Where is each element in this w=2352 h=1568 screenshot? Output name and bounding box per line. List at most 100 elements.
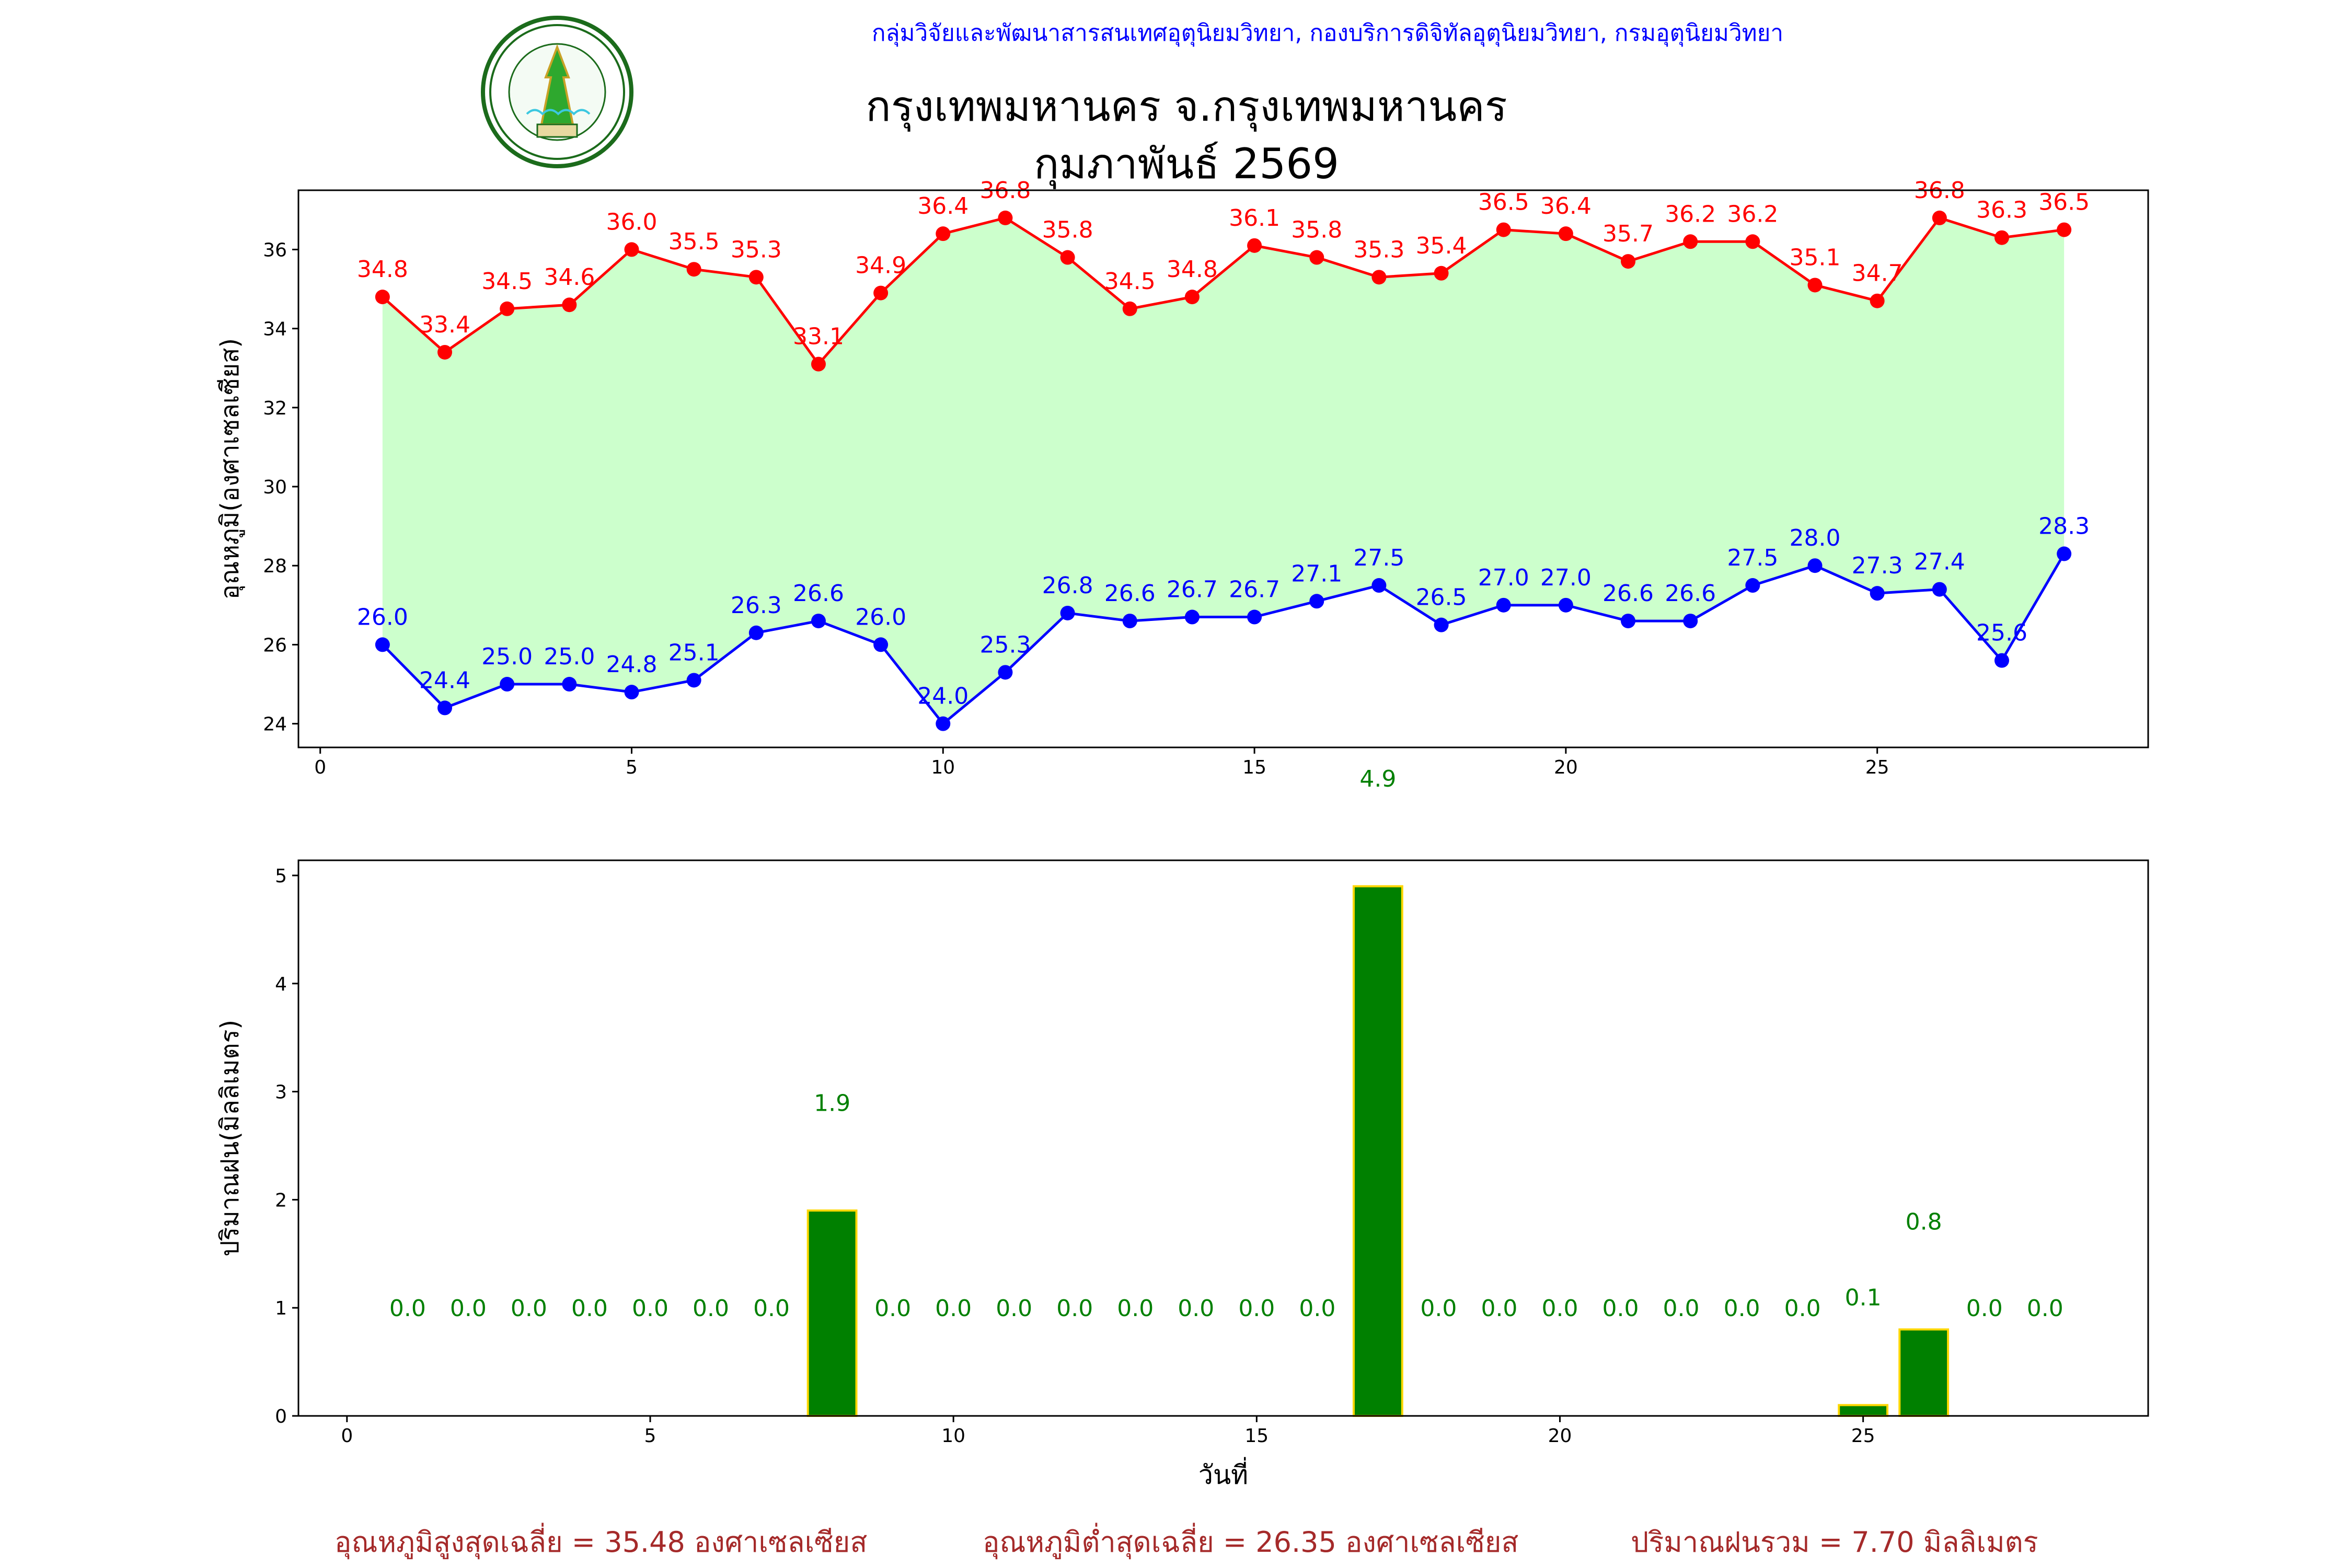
- rain-data-label: 0.1: [1845, 1285, 1882, 1311]
- min-temp-point: [1621, 614, 1636, 629]
- min-temp-point: [936, 716, 951, 731]
- rain-data-label: 0.0: [1966, 1295, 2003, 1322]
- min-temp-data-label: 24.0: [917, 683, 969, 710]
- max-temp-point: [1745, 234, 1760, 249]
- max-temp-data-label: 36.5: [2038, 189, 2090, 216]
- min-temp-data-label: 26.6: [1104, 580, 1156, 607]
- x-tick-label: 25: [1851, 1425, 1875, 1447]
- max-temp-data-label: 35.8: [1291, 217, 1342, 244]
- max-temp-point: [748, 270, 764, 285]
- y-tick-label: 3: [275, 1082, 287, 1103]
- min-temp-data-label: 26.0: [357, 604, 408, 630]
- min-temp-point: [1994, 653, 2009, 668]
- min-temp-point: [1060, 605, 1075, 620]
- y-tick-label: 24: [263, 714, 287, 735]
- rain-data-label: 0.0: [511, 1295, 547, 1322]
- max-temp-point: [624, 242, 639, 257]
- min-temp-data-label: 27.5: [1353, 545, 1404, 571]
- max-temp-point: [1371, 270, 1387, 285]
- max-temp-point: [375, 290, 390, 305]
- max-temp-data-label: 35.8: [1042, 217, 1093, 244]
- rain-data-label: 0.0: [935, 1295, 972, 1322]
- y-tick-label: 4: [275, 974, 287, 995]
- x-tick-label: 0: [314, 757, 326, 778]
- rain-data-label: 0.0: [874, 1295, 911, 1322]
- min-temp-point: [1247, 609, 1262, 625]
- min-temp-point: [624, 685, 639, 700]
- rain-data-label: 0.0: [996, 1295, 1032, 1322]
- min-temp-data-label: 28.3: [2038, 513, 2090, 540]
- rain-data-label: 0.0: [693, 1295, 729, 1322]
- rain-data-label: 0.0: [450, 1295, 487, 1322]
- max-temp-point: [1309, 250, 1324, 265]
- max-temp-data-label: 34.6: [544, 264, 595, 291]
- max-temp-data-label: 34.9: [855, 252, 906, 279]
- rain-data-label: 0.0: [632, 1295, 668, 1322]
- max-temp-point: [1807, 278, 1823, 293]
- max-temp-data-label: 34.5: [481, 268, 533, 295]
- min-temp-point: [748, 625, 764, 640]
- axes-frame: [297, 859, 2149, 1417]
- min-temp-data-label: 26.7: [1229, 577, 1280, 603]
- min-temp-data-label: 27.4: [1914, 549, 1965, 575]
- min-temp-data-label: 25.0: [481, 643, 533, 670]
- rain-bar: [806, 1209, 858, 1417]
- rain-data-label: 0.0: [1238, 1295, 1275, 1322]
- y-tick-label: 28: [263, 556, 287, 577]
- max-temp-data-label: 35.1: [1790, 244, 1841, 271]
- min-temp-point: [500, 677, 515, 692]
- min-temp-point: [1745, 578, 1760, 593]
- max-temp-data-label: 35.4: [1416, 233, 1467, 259]
- max-temp-point: [686, 262, 701, 277]
- min-temp-point: [1807, 558, 1823, 573]
- min-temp-line: [382, 553, 2066, 726]
- max-temp-data-label: 36.3: [1976, 197, 2027, 224]
- max-temp-point: [873, 285, 889, 301]
- max-temp-point: [1060, 250, 1075, 265]
- y-tick-label: 1: [275, 1298, 287, 1319]
- max-temp-data-label: 36.4: [1540, 193, 1592, 220]
- min-temp-point: [1932, 582, 1947, 597]
- min-temp-point: [1870, 586, 1885, 601]
- rain-data-label: 0.0: [1663, 1295, 1700, 1322]
- min-temp-data-label: 25.6: [1976, 620, 2027, 647]
- y-tick-label: 30: [263, 477, 287, 498]
- max-temp-point: [1683, 234, 1698, 249]
- max-temp-point: [1558, 226, 1573, 241]
- min-temp-point: [873, 637, 889, 652]
- max-temp-point: [1994, 230, 2009, 245]
- y-tick-label: 36: [263, 239, 287, 261]
- max-temp-data-label: 36.4: [917, 193, 969, 220]
- min-temp-data-label: 27.5: [1727, 545, 1778, 571]
- min-temp-data-label: 25.1: [668, 639, 720, 666]
- rain-data-label: 0.0: [1481, 1295, 1517, 1322]
- min-temp-data-label: 24.8: [606, 651, 658, 678]
- max-temp-data-label: 35.3: [731, 236, 782, 263]
- x-axis-label: วันที่: [1198, 1457, 1248, 1490]
- max-temp-point: [1184, 290, 1200, 305]
- rain-bar: [1838, 1404, 1889, 1417]
- max-temp-data-label: 35.3: [1353, 236, 1404, 263]
- x-tick-label: 5: [644, 1425, 656, 1447]
- max-temp-point: [2057, 222, 2072, 237]
- min-temp-data-label: 28.0: [1790, 525, 1841, 551]
- avg-max-temp: อุณหภูมิสูงสุดเฉลี่ย = 35.48 องศาเซลเซีย…: [335, 1526, 868, 1559]
- x-tick-label: 5: [626, 757, 638, 778]
- organization-text: กลุ่มวิจัยและพัฒนาสารสนเทศอุตุนิยมวิทยา,…: [871, 20, 1784, 47]
- min-temp-data-label: 26.3: [731, 592, 782, 619]
- max-temp-data-label: 36.1: [1229, 205, 1280, 232]
- min-temp-data-label: 26.6: [1602, 580, 1654, 607]
- chart-temperature: 34.8 33.4 34.5 34.6 36.0 35.5 35.3 33.1 34.9 36.4…: [215, 177, 2149, 778]
- x-tick-label: 20: [1548, 1425, 1572, 1447]
- temperature-range-fill: [382, 217, 2065, 724]
- rain-data-label: 4.9: [1359, 766, 1396, 792]
- rain-data-label: 0.0: [389, 1295, 426, 1322]
- min-temp-data-label: 26.7: [1167, 577, 1218, 603]
- y-tick-label: 34: [263, 319, 287, 340]
- chart-rainfall: 0.0 0.0 0.0 0.0 0.0 0.0 0.0 1.9 0.0 0.0 0.0 0.0 0.0 0…: [215, 766, 2149, 1490]
- rain-data-label: 0.0: [1117, 1295, 1154, 1322]
- min-temp-point: [2057, 546, 2072, 561]
- y-tick-label: 0: [275, 1406, 287, 1427]
- x-tick-label: 10: [941, 1425, 965, 1447]
- avg-min-temp: อุณหภูมิต่ำสุดเฉลี่ย = 26.35 องศาเซลเซีย…: [983, 1526, 1519, 1559]
